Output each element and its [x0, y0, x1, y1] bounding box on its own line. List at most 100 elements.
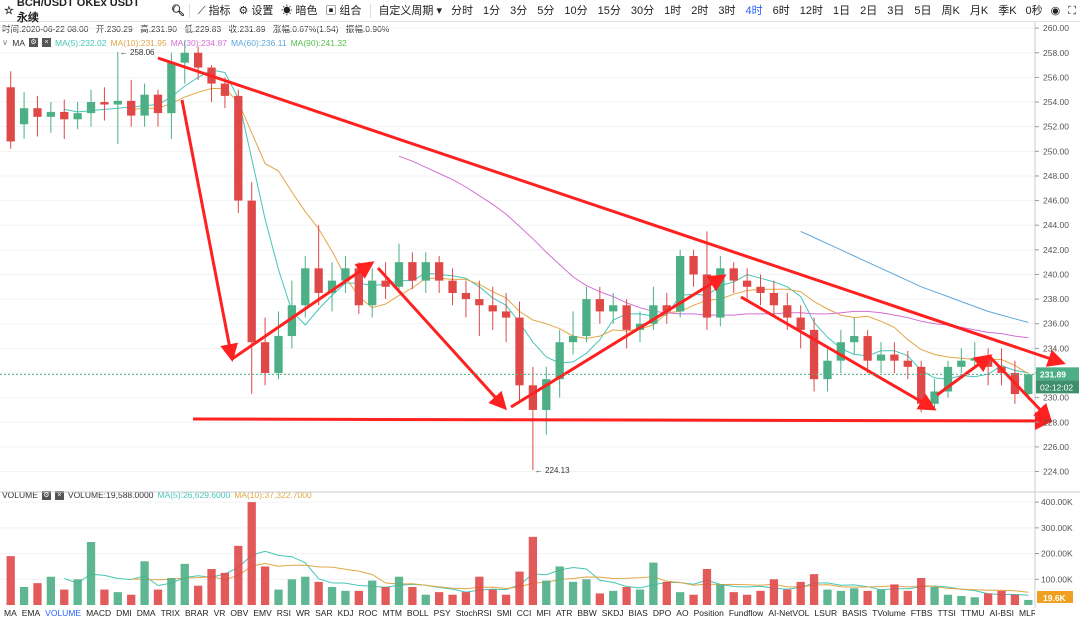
- indicator-tab-3[interactable]: MACD: [86, 608, 112, 618]
- indicator-tab-35[interactable]: FTBS: [910, 608, 933, 618]
- combo-button[interactable]: ▣ 组合: [325, 4, 362, 17]
- indicator-tab-9[interactable]: OBV: [230, 608, 249, 618]
- last-price-box: [1036, 367, 1079, 381]
- indicator-tab-28[interactable]: AO: [676, 608, 689, 618]
- search-icon[interactable]: 🔍︎: [170, 5, 185, 17]
- interval-tab-5[interactable]: 15分: [597, 4, 621, 17]
- ma-line-1: [131, 88, 1029, 375]
- candle-body: [113, 100, 122, 105]
- indicator-tab-10[interactable]: EMV: [253, 608, 272, 618]
- indicator-tab-13[interactable]: SAR: [315, 608, 333, 618]
- price-tick-label: 248.00: [1043, 171, 1069, 181]
- ma-settings-icon[interactable]: ⚙: [28, 38, 38, 47]
- indicator-tab-15[interactable]: ROC: [358, 608, 378, 618]
- indicator-tab-8[interactable]: VR: [213, 608, 226, 618]
- indicator-tab-20[interactable]: SMI: [496, 608, 512, 618]
- interval-tab-13[interactable]: 1日: [833, 4, 851, 17]
- candle-body: [301, 268, 310, 306]
- candle-body: [180, 52, 189, 63]
- indicator-tab-27[interactable]: DPO: [652, 608, 672, 618]
- indicator-tab-18[interactable]: PSY: [433, 608, 451, 618]
- fullscreen-icon[interactable]: ⛶: [1068, 4, 1076, 17]
- indicator-tab-21[interactable]: CCI: [516, 608, 532, 618]
- indicator-tab-11[interactable]: RSI: [276, 608, 291, 618]
- volume-bar: [983, 593, 993, 605]
- custom-period-dropdown[interactable]: 自定义周期 ▾: [378, 4, 443, 17]
- candle-body: [809, 329, 819, 380]
- interval-tab-18[interactable]: 月K: [969, 4, 989, 17]
- collapse-icon[interactable]: ∨: [2, 37, 9, 47]
- indicator-tab-2[interactable]: VOLUME: [45, 608, 82, 618]
- indicator-tab-30[interactable]: Fundflow: [728, 608, 764, 618]
- indicators-button[interactable]: ⟋ 指标: [197, 4, 231, 17]
- interval-tab-0[interactable]: 分时: [451, 4, 474, 17]
- indicator-tab-5[interactable]: DMA: [136, 608, 156, 618]
- interval-tab-2[interactable]: 3分: [510, 4, 528, 17]
- interval-tab-16[interactable]: 5日: [914, 4, 932, 17]
- indicator-tab-26[interactable]: BIAS: [628, 608, 648, 618]
- interval-tab-12[interactable]: 12时: [799, 4, 824, 17]
- volume-bar: [448, 594, 457, 605]
- candle-body: [662, 305, 671, 312]
- volume-bar: [180, 563, 189, 605]
- candle-body: [796, 317, 805, 330]
- interval-tab-10[interactable]: 4时: [745, 4, 763, 17]
- settings-button[interactable]: ⚙ 设置: [238, 4, 274, 17]
- ma-close-icon[interactable]: ×: [41, 38, 51, 47]
- volume-bar: [1024, 599, 1033, 605]
- interval-tab-9[interactable]: 3时: [718, 4, 736, 17]
- volume-settings-icon[interactable]: ⚙: [41, 490, 51, 500]
- last-volume-box: [1037, 590, 1073, 603]
- indicator-tab-17[interactable]: BOLL: [406, 608, 429, 618]
- volume-bar: [73, 579, 82, 605]
- price-tick-label: 258.00: [1043, 48, 1069, 58]
- indicator-tab-32[interactable]: LSUR: [814, 608, 838, 618]
- camera-icon[interactable]: ◉: [1050, 4, 1061, 17]
- interval-tab-3[interactable]: 5分: [537, 4, 555, 17]
- indicator-tab-24[interactable]: BBW: [577, 608, 597, 618]
- interval-tab-11[interactable]: 6时: [772, 4, 790, 17]
- candle-body: [435, 262, 444, 281]
- volume-bar: [555, 566, 564, 605]
- candle-body: [823, 360, 832, 380]
- indicator-tab-33[interactable]: BASIS: [842, 608, 868, 618]
- interval-tab-17[interactable]: 周K: [941, 4, 960, 17]
- interval-tab-8[interactable]: 2时: [691, 4, 709, 17]
- interval-tab-1[interactable]: 1分: [483, 4, 501, 17]
- indicator-tab-23[interactable]: ATR: [556, 608, 573, 618]
- last-volume-label: 19.6K: [1043, 593, 1067, 603]
- indicator-tab-25[interactable]: SKDJ: [601, 608, 624, 618]
- star-icon[interactable]: ☆: [4, 5, 14, 17]
- indicator-tab-38[interactable]: AI-BSI: [989, 608, 1015, 618]
- candle-body: [943, 366, 953, 392]
- indicator-tab-16[interactable]: MTM: [382, 608, 402, 618]
- price-chart[interactable]: ← 258.06 ← 224.13 224.00 226.00 228.00 230.0…: [0, 22, 1080, 608]
- indicator-tab-34[interactable]: TVolume: [872, 608, 906, 618]
- indicator-tab-7[interactable]: BRAR: [184, 608, 209, 618]
- interval-tab-6[interactable]: 30分: [630, 4, 655, 17]
- indicator-tab-22[interactable]: MFI: [536, 608, 551, 618]
- indicator-tab-36[interactable]: TTSI: [937, 608, 956, 618]
- symbol-selector[interactable]: ☆ BCH/USDT OKEx USDT永续 🔍︎: [0, 0, 185, 25]
- indicator-tab-6[interactable]: TRIX: [160, 608, 180, 618]
- indicator-tab-39[interactable]: MLR: [1019, 608, 1035, 618]
- interval-tab-4[interactable]: 10分: [564, 4, 588, 17]
- indicator-tab-14[interactable]: KDJ: [337, 608, 354, 618]
- indicator-tab-29[interactable]: Position: [693, 608, 724, 618]
- indicator-tab-19[interactable]: StochRSI: [455, 608, 492, 618]
- volume-bar: [528, 536, 538, 605]
- theme-button[interactable]: ☀ 暗色: [281, 4, 318, 17]
- indicator-tab-12[interactable]: WR: [295, 608, 311, 618]
- price-axis: 224.00226.00228.00230.00232.00234.00236.…: [0, 23, 1079, 477]
- interval-tab-15[interactable]: 3日: [887, 4, 905, 17]
- indicator-tab-31[interactable]: AI-NetVOL: [768, 608, 810, 618]
- volume-close-icon[interactable]: ×: [54, 490, 64, 500]
- interval-tab-7[interactable]: 1时: [664, 4, 682, 17]
- candle-body: [274, 336, 283, 373]
- interval-tab-14[interactable]: 2日: [860, 4, 878, 17]
- interval-tab-19[interactable]: 季K: [998, 4, 1017, 17]
- indicator-tab-37[interactable]: TTMU: [960, 608, 985, 618]
- indicator-tab-1[interactable]: EMA: [21, 608, 41, 618]
- indicator-tab-4[interactable]: DMI: [116, 608, 132, 618]
- indicator-tab-0[interactable]: MA: [4, 608, 17, 618]
